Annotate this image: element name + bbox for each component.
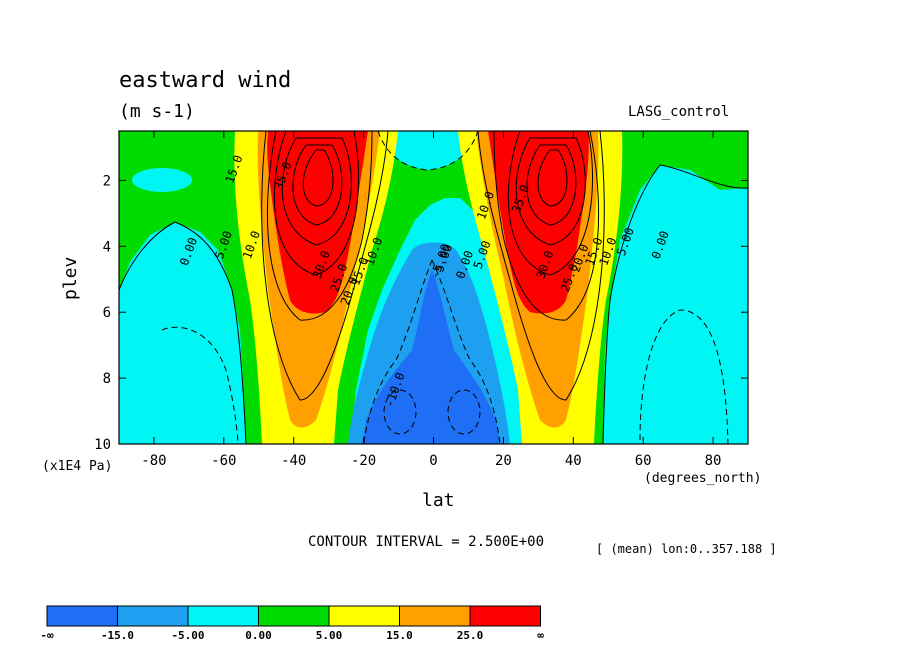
colorbar-swatch-0	[46, 605, 118, 627]
contour-line-s6	[261, 131, 389, 401]
y-tick-label-0: 2	[103, 173, 111, 189]
x-tick-label-5: 20	[495, 453, 512, 469]
colorbar-swatch-3	[258, 605, 330, 627]
x-tick-label-4: 0	[429, 453, 437, 469]
contour-line-n4	[507, 131, 594, 276]
fill-cyan-right-bottom	[630, 320, 730, 440]
colorbar-swatch-6	[469, 605, 541, 627]
x-tick-label-6: 40	[565, 453, 582, 469]
contour-line-n1	[537, 149, 568, 207]
x-tick-label-3: -20	[351, 453, 376, 469]
contour-line-n2	[526, 144, 577, 226]
fill-red-south	[267, 131, 368, 314]
contour-line-zero-left	[119, 221, 247, 444]
contour-line-neg2	[363, 259, 433, 444]
colorbar-swatch-2	[187, 605, 259, 627]
contour-line-n3	[515, 137, 586, 246]
x-axis-units: (degrees_north)	[644, 471, 762, 486]
contour-line-s2	[292, 144, 343, 226]
contour-line-n6	[477, 131, 605, 401]
contour-line-left-dash	[161, 326, 239, 444]
contour-line-neg3	[447, 389, 481, 435]
contour-fill	[119, 131, 748, 444]
y-axis-units: (x1E4 Pa)	[42, 459, 113, 474]
y-tick-label-1: 4	[103, 239, 111, 255]
y-tick-label-4: 10	[94, 437, 111, 453]
colorbar-label-3: 0.00	[245, 629, 272, 642]
colorbar-swatch-5	[399, 605, 471, 627]
contour-interval-label: CONTOUR INTERVAL = 2.500E+00	[308, 534, 545, 550]
colorbar-label-6: 25.0	[457, 629, 484, 642]
colorbar-label-4: 5.00	[316, 629, 343, 642]
fill-cyan-top	[378, 131, 478, 170]
contour-line-neg4	[383, 389, 417, 435]
x-axis-label: lat	[422, 490, 455, 511]
x-tick-label-1: -60	[211, 453, 236, 469]
contour-line-s3	[281, 137, 352, 246]
colorbar-label-0: -∞	[40, 629, 54, 642]
y-tick-label-3: 8	[103, 371, 111, 387]
x-tick-label-7: 60	[635, 453, 652, 469]
chart-title: eastward wind	[119, 68, 292, 93]
fill-cyan-left-top	[132, 168, 192, 192]
contour-line-zero-right	[602, 164, 748, 444]
contour-line-top-dash	[377, 131, 479, 171]
colorbar-swatch-4	[328, 605, 400, 627]
colorbar-label-2: -5.00	[171, 629, 204, 642]
contour-line-neg1	[431, 259, 501, 444]
axes: -80 -60 -40 -20 0 20 40 60 80 2 4 6 8 10	[94, 131, 748, 469]
experiment-label: LASG_control	[628, 104, 730, 120]
contour-lines	[119, 131, 748, 444]
mean-note: [ (mean) lon:0..357.188 ]	[596, 542, 777, 556]
chart-units: (m s-1)	[119, 101, 195, 122]
contour-line-s5	[266, 131, 373, 321]
x-tick-label-0: -80	[141, 453, 166, 469]
fill-blue-core	[362, 270, 500, 444]
x-tick-label-8: 80	[705, 453, 722, 469]
contour-line-right-dash	[639, 309, 729, 444]
x-tick-label-2: -40	[281, 453, 306, 469]
colorbar-swatch-1	[117, 605, 189, 627]
contour-line-s4	[273, 131, 360, 276]
colorbar-label-7: ∞	[537, 629, 544, 642]
contour-line-s1	[302, 149, 334, 207]
colorbar-label-1: -15.0	[101, 629, 134, 642]
colorbar: -∞ -15.0 -5.00 0.00 5.00 15.0 25.0 ∞	[40, 605, 544, 642]
colorbar-label-5: 15.0	[386, 629, 413, 642]
fill-cyan-left-bottom	[156, 325, 240, 435]
y-tick-label-2: 6	[103, 305, 111, 321]
y-axis-label: plev	[60, 256, 81, 300]
contour-line-n5	[493, 131, 600, 321]
